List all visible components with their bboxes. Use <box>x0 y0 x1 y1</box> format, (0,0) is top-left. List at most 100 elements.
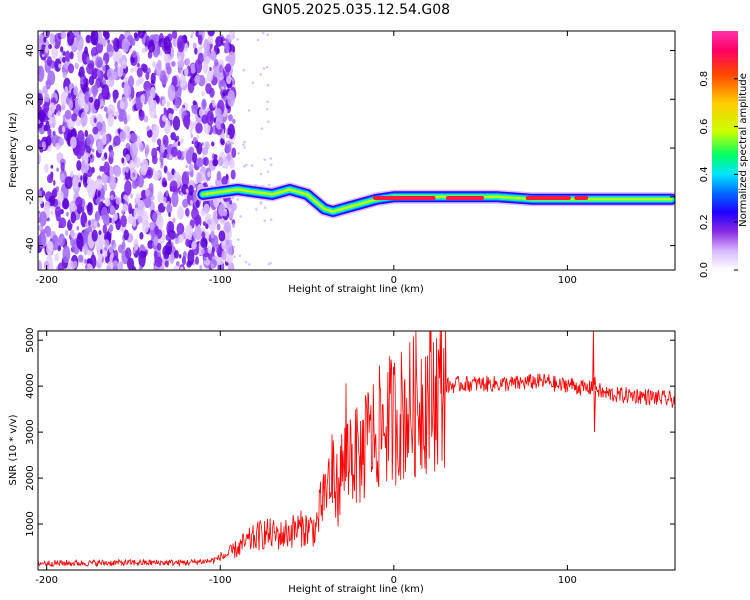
noise-blob <box>255 208 258 211</box>
noise-blob <box>185 57 191 67</box>
noise-blob <box>171 75 178 87</box>
spectrogram-frame <box>37 30 676 271</box>
noise-blob <box>39 211 47 227</box>
noise-blob <box>195 157 204 168</box>
noise-blob <box>114 61 118 69</box>
noise-blob <box>174 138 178 143</box>
noise-blob <box>62 71 67 79</box>
noise-blob <box>213 58 219 67</box>
noise-blob <box>265 65 269 69</box>
noise-blob <box>133 207 140 220</box>
noise-blob <box>201 231 206 239</box>
noise-blob <box>119 130 127 142</box>
y-tick-label: 3000 <box>25 419 36 444</box>
noise-blob <box>86 176 93 186</box>
noise-blob <box>174 97 181 109</box>
noise-blob <box>218 230 226 242</box>
noise-blob <box>205 223 209 230</box>
noise-blob <box>225 239 233 255</box>
noise-blob <box>179 266 184 270</box>
noise-blob <box>207 245 212 254</box>
noise-blob <box>86 134 95 147</box>
noise-blob <box>102 224 107 234</box>
noise-blob <box>192 100 197 106</box>
noise-blob <box>145 71 150 81</box>
noise-blob <box>108 245 114 254</box>
noise-blob <box>224 208 227 212</box>
noise-blob <box>266 33 270 37</box>
noise-blob <box>99 87 102 92</box>
noise-blob <box>113 165 122 178</box>
noise-blob <box>186 171 190 177</box>
snr-y-ticks: 1000 2000 3000 4000 5000 <box>25 327 675 537</box>
noise-blob <box>236 238 240 241</box>
noise-blob <box>185 188 189 194</box>
noise-blob <box>91 229 98 242</box>
noise-blob <box>67 260 75 270</box>
noise-blob <box>237 152 240 155</box>
noise-blob <box>191 241 197 250</box>
noise-blob <box>221 86 225 90</box>
x-tick-label: 0 <box>391 275 397 286</box>
noise-blob <box>124 180 132 196</box>
noise-blob <box>76 226 80 231</box>
noise-blob <box>166 170 170 176</box>
noise-blob <box>88 75 95 86</box>
noise-blob <box>64 109 72 120</box>
noise-blob <box>70 170 74 178</box>
noise-blob <box>131 100 135 106</box>
noise-blob <box>68 83 73 91</box>
noise-blob <box>232 245 236 249</box>
noise-blob <box>71 113 78 122</box>
x-tick-label: -100 <box>209 275 232 286</box>
noise-blob <box>202 221 207 227</box>
noise-blob <box>226 75 232 85</box>
noise-blob <box>145 188 150 198</box>
noise-blob <box>38 109 46 122</box>
noise-blob <box>201 141 204 146</box>
noise-blob <box>191 104 199 115</box>
noise-blob <box>143 31 147 34</box>
noise-blob <box>121 157 125 164</box>
spectrogram-y-label: Frequency (Hz) <box>8 112 19 188</box>
noise-blob <box>169 231 173 237</box>
noise-blob <box>210 50 217 62</box>
noise-blob <box>137 31 146 39</box>
noise-blob <box>204 141 210 150</box>
noise-blob <box>46 240 54 256</box>
noise-blob <box>44 163 49 173</box>
snr-marks <box>38 331 675 568</box>
noise-blob <box>195 199 200 209</box>
noise-blob <box>242 143 245 147</box>
noise-blob <box>261 31 265 35</box>
noise-blob <box>122 72 126 77</box>
noise-blob <box>236 38 239 41</box>
noise-blob <box>106 77 115 88</box>
noise-blob <box>38 140 43 150</box>
noise-blob <box>226 253 233 264</box>
noise-blob <box>96 222 100 226</box>
noise-blob <box>182 198 189 208</box>
noise-blob <box>80 214 87 226</box>
noise-blob <box>97 254 102 265</box>
noise-blob <box>195 256 199 265</box>
noise-blob <box>150 72 156 85</box>
snr-x-label: Height of straight line (km) <box>288 584 424 595</box>
noise-blob <box>199 43 204 50</box>
noise-blob <box>165 234 170 241</box>
noise-blob <box>150 86 156 99</box>
noise-blob <box>202 157 207 165</box>
noise-blob <box>126 257 135 270</box>
noise-blob <box>231 147 237 159</box>
noise-blob <box>64 229 69 236</box>
noise-blob <box>201 90 205 97</box>
noise-blob <box>153 170 161 181</box>
noise-blob <box>267 183 271 187</box>
noise-blob <box>231 141 235 145</box>
noise-blob <box>143 64 147 70</box>
noise-blob <box>210 263 214 270</box>
noise-blob <box>185 238 190 247</box>
noise-blob <box>45 135 52 147</box>
noise-blob <box>194 58 203 74</box>
noise-blob <box>84 91 90 104</box>
